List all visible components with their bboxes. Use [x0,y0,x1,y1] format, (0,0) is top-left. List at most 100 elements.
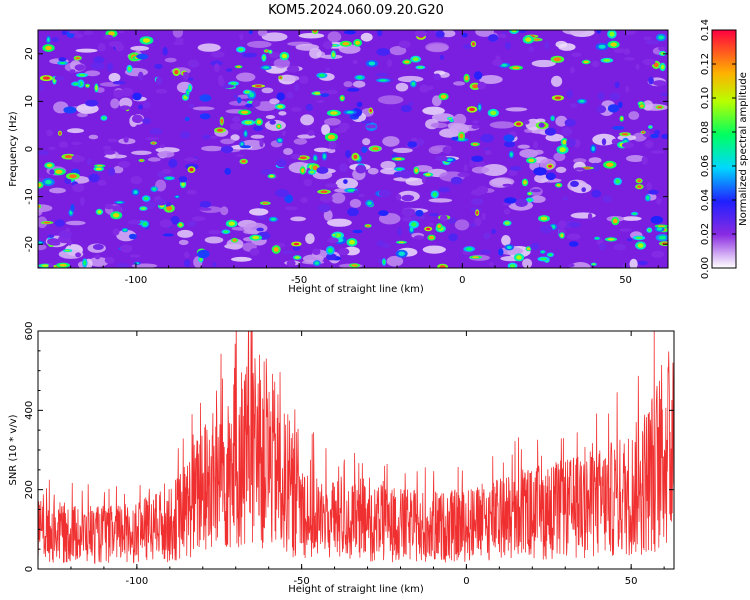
spectrogram-cell [335,177,359,190]
spectrogram-cell [534,174,549,184]
spectrogram-cell [596,30,601,34]
spectrogram-cell [401,216,413,222]
spectrogram-cell [250,134,265,139]
spectrogram-cell [73,82,79,86]
spectrogram-cell [629,258,638,268]
spectrogram-cell [213,63,220,73]
spectrogram-cell [273,58,291,69]
spectrogram-cell [67,128,84,134]
spectrogram-cell [51,36,59,43]
spectrogram-cell [360,32,373,42]
spectrogram-cell [505,107,528,112]
spectrogram-cell [118,30,125,34]
spectrogram-cell [293,138,308,145]
spectrogram-cell [398,251,406,256]
spectrogram-cell [259,138,264,148]
spectrogram-cell [368,61,376,66]
spectrogram-cell [240,145,252,149]
spectrogram-cell [241,110,249,114]
spectrogram-cell [235,154,245,158]
spectrogram-cell [290,216,306,222]
spectrogram-cell [97,43,106,52]
spectrogram-cell [609,31,615,37]
spectrogram-cell [338,44,361,54]
spectrogram-cell [256,227,264,232]
spectrogram-cell [248,30,253,34]
spectrogram-cell [76,156,86,162]
spectrogram-cell [248,101,253,104]
colorbar-tick-label: 0.00 [700,257,711,279]
spectrogram-cell [70,204,75,212]
spectrogram-cell [216,128,224,132]
spectrogram-cell [127,66,132,72]
spectrogram-cell [356,101,363,108]
spectrogram-cell [69,174,77,179]
snr-y-tick-label: 600 [24,321,35,340]
spectrogram-cell [621,133,629,136]
spectrogram-cell [328,140,337,150]
spectrogram-cell [358,193,365,198]
spectrogram-cell [288,161,312,174]
spectrogram-cell [273,247,279,252]
spectrogram-cell [471,198,484,206]
spectrogram-cell [186,90,189,96]
spectrogram-cell [155,88,168,94]
spectrogram-cell [478,75,503,84]
spectrogram-cell [326,148,336,154]
spectrogram-cell [294,256,300,259]
spectrogram-cell [330,111,338,115]
spectrogram-cell [422,245,446,254]
spectrogram-cell [286,91,294,99]
spectrogram-cell [635,236,643,240]
spectrogram-cell [528,46,535,53]
spectrogram-cell [170,215,180,225]
spectrogram-cell [94,254,101,260]
spectrogram-cell [614,81,620,89]
spectrogram-cell [506,245,512,250]
spectrogram-cell [173,41,185,46]
spectrogram-cell [626,238,633,242]
spectrogram-cell [570,180,579,187]
spectrogram-cell [525,37,532,42]
spectrogram-cell [523,180,527,185]
spectrogram-y-tick-label: 20 [24,47,35,60]
spectrogram-cell [623,48,631,55]
spectrogram-cell [75,48,98,53]
spectrogram-cell [642,100,654,111]
spectrogram-cell [325,183,338,188]
spectrogram-cells [38,30,668,268]
spectrogram-cell [366,224,370,227]
spectrogram-cell [103,34,114,39]
spectrogram-cell [96,165,103,167]
spectrogram-cell [300,197,309,204]
spectrogram-cell [450,119,453,122]
spectrogram-cell [128,233,137,240]
spectrogram-cell [95,85,98,91]
spectrogram-cell [112,213,120,218]
spectrogram-cell [421,175,426,184]
colorbar-tick-label: 0.14 [700,19,711,41]
spectrogram-cell [412,215,426,220]
spectrogram-cell [573,158,587,164]
spectrogram-cell [68,30,79,34]
spectrogram-cell [166,177,173,180]
spectrogram-cell [615,179,620,184]
spectrogram-cell [502,183,513,187]
spectrogram-cell [442,146,452,154]
spectrogram-y-tick-label: 0 [24,146,35,152]
spectrogram-cell [180,131,191,139]
spectrogram-cell [130,45,150,51]
spectrogram-cell [212,261,217,268]
spectrogram-cell [657,225,666,228]
spectrogram-cell [155,76,163,86]
spectrogram-cell [419,84,430,93]
spectrogram-cell [116,263,130,268]
colorbar-label: Normalized spectral amplitude [738,72,749,226]
spectrogram-cell [147,157,161,162]
spectrogram-cell [342,42,350,46]
spectrogram-cell [75,252,81,258]
spectrogram-cell [628,111,640,120]
spectrogram-cell [249,208,269,216]
spectrogram-cell [612,126,625,130]
